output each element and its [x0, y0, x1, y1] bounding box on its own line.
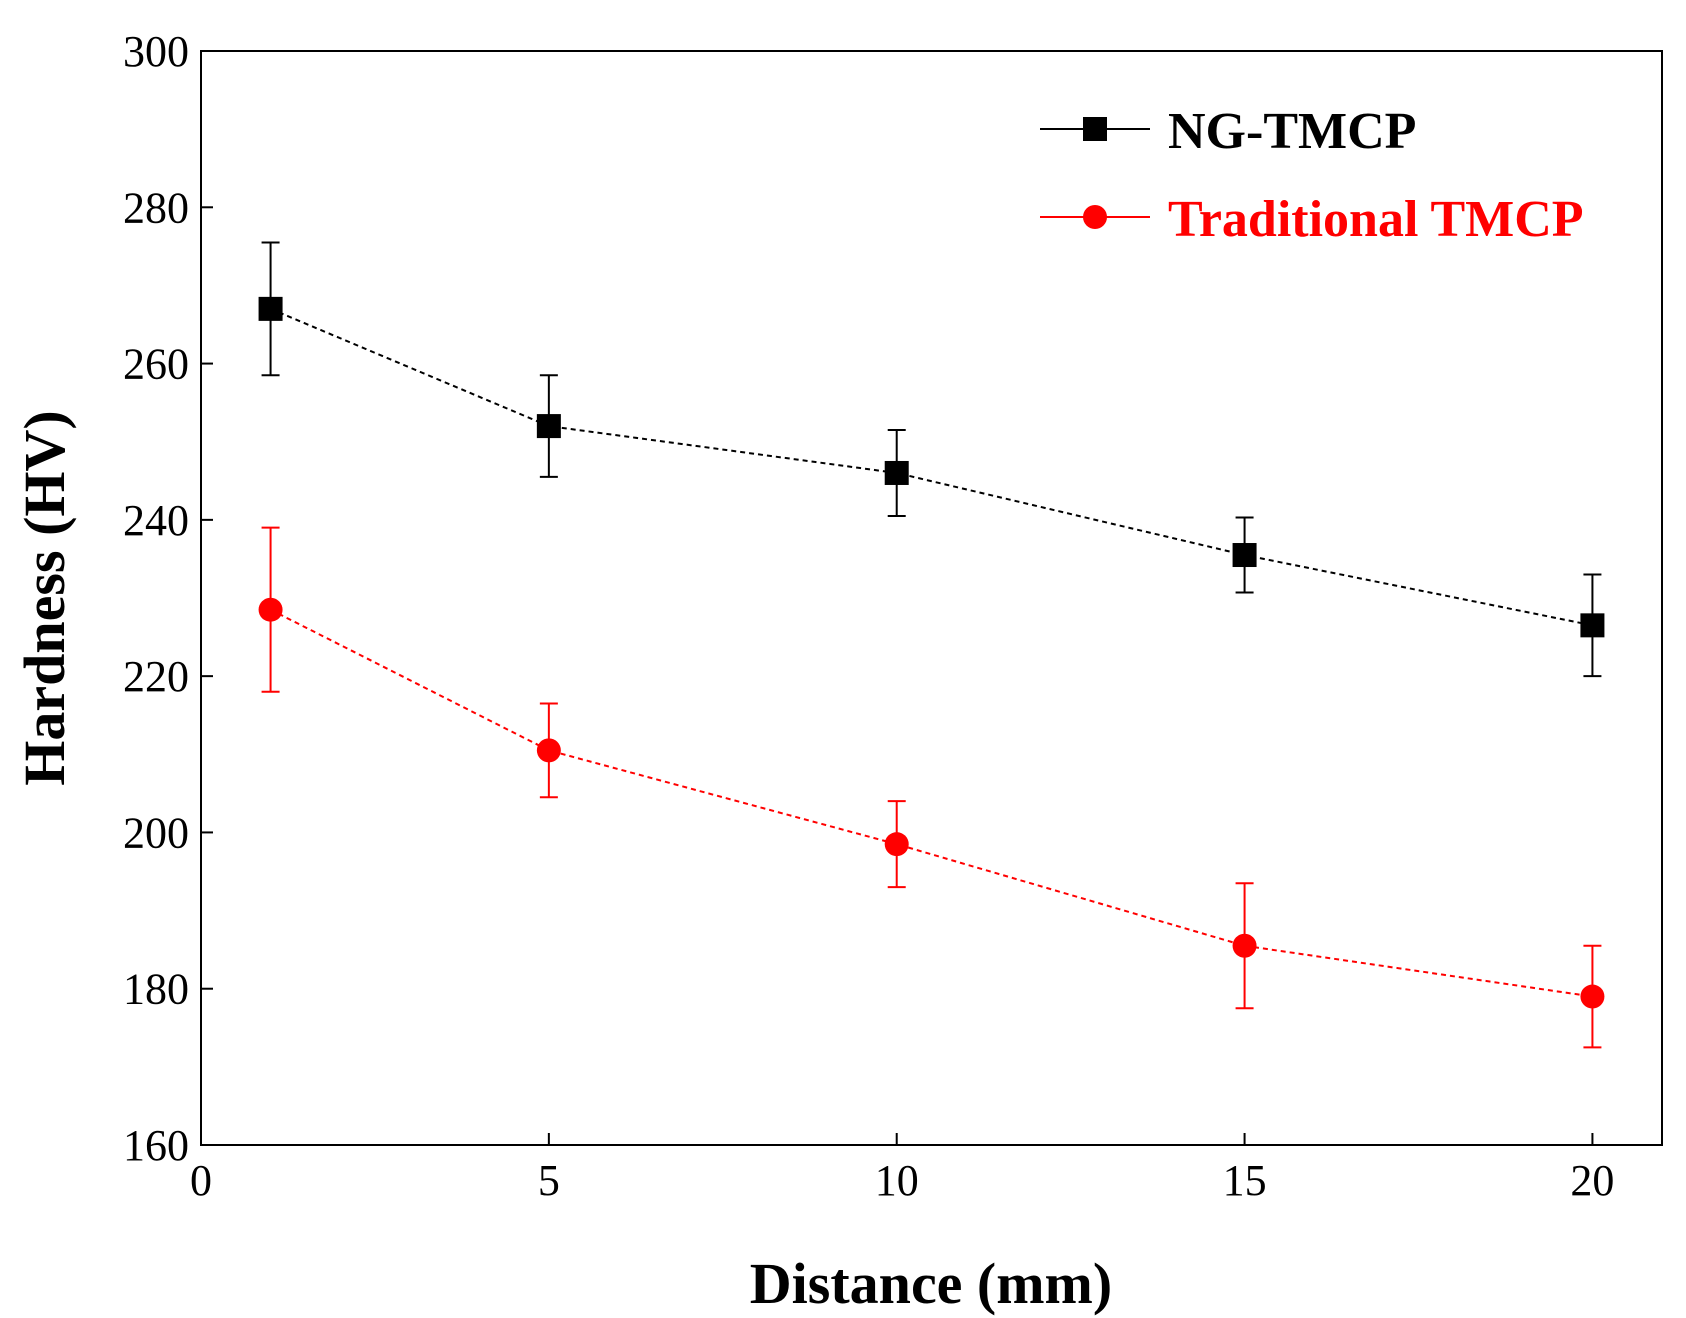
legend-marker-circle — [1083, 205, 1107, 229]
y-tick-label: 260 — [123, 340, 189, 389]
legend-item-traditional-tmcp: Traditional TMCP — [1040, 191, 1584, 248]
axis-ticks: 160 180 200 220 240 260 280 300 0 5 10 15 20 — [123, 27, 1614, 1205]
data-point-ng-tmcp — [1580, 613, 1605, 638]
series-line-traditional-tmcp — [270, 608, 1593, 998]
legend-label-traditional-tmcp: Traditional TMCP — [1168, 191, 1584, 248]
data-point-traditional-tmcp — [1580, 984, 1605, 1009]
x-tick-label: 20 — [1570, 1156, 1614, 1205]
y-tick-label: 300 — [123, 27, 189, 76]
data-point-traditional-tmcp — [258, 597, 283, 622]
legend-item-ng-tmcp: NG-TMCP — [1040, 103, 1416, 160]
series-layer — [258, 241, 1605, 1049]
plot-frame — [200, 50, 1663, 1146]
x-tick-label: 15 — [1223, 1156, 1267, 1205]
data-point-ng-tmcp — [258, 296, 283, 321]
y-axis-title: Hardness (HV) — [12, 410, 77, 785]
legend-marker-square — [1083, 117, 1107, 141]
y-tick-label: 180 — [123, 965, 189, 1014]
y-tick-label: 220 — [123, 652, 189, 701]
x-tick-label: 5 — [538, 1156, 560, 1205]
y-tick-label: 240 — [123, 496, 189, 545]
series-line-ng-tmcp — [270, 307, 1593, 627]
data-point-traditional-tmcp — [536, 738, 561, 763]
data-point-ng-tmcp — [884, 460, 909, 485]
y-tick-label: 280 — [123, 183, 189, 232]
data-point-ng-tmcp — [536, 414, 561, 439]
legend: NG-TMCP Traditional TMCP — [1040, 103, 1584, 248]
data-point-ng-tmcp — [1232, 543, 1257, 568]
legend-label-ng-tmcp: NG-TMCP — [1168, 103, 1416, 160]
x-axis-title: Distance (mm) — [750, 1251, 1112, 1316]
x-tick-label: 10 — [875, 1156, 919, 1205]
data-point-traditional-tmcp — [884, 832, 909, 857]
y-tick-label: 160 — [123, 1121, 189, 1170]
y-tick-label: 200 — [123, 808, 189, 857]
x-tick-label: 0 — [190, 1156, 212, 1205]
data-point-traditional-tmcp — [1232, 933, 1257, 958]
